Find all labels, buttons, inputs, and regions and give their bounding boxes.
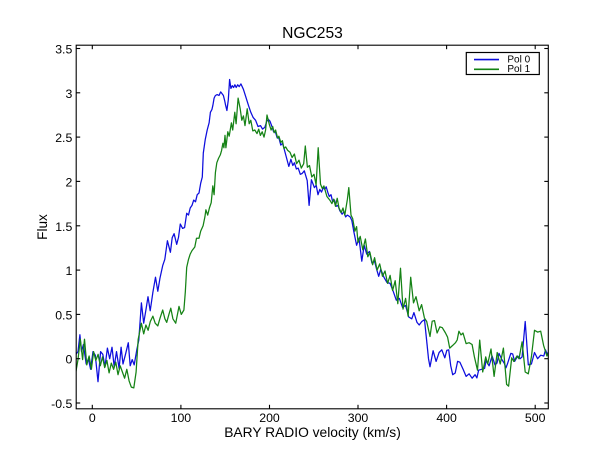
svg-text:3: 3 xyxy=(65,87,72,101)
svg-text:100: 100 xyxy=(171,411,192,425)
svg-text:Flux: Flux xyxy=(35,214,50,240)
svg-text:-0.5: -0.5 xyxy=(51,397,72,411)
svg-text:Pol 1: Pol 1 xyxy=(507,64,530,75)
svg-text:1: 1 xyxy=(65,264,72,278)
svg-text:3.5: 3.5 xyxy=(55,43,72,57)
svg-text:0.5: 0.5 xyxy=(55,308,72,322)
svg-text:BARY RADIO velocity (km/s): BARY RADIO velocity (km/s) xyxy=(224,425,401,440)
svg-text:1.5: 1.5 xyxy=(55,220,72,234)
svg-text:NGC253: NGC253 xyxy=(282,25,343,42)
svg-text:2.5: 2.5 xyxy=(55,131,72,145)
svg-text:200: 200 xyxy=(259,411,280,425)
svg-text:400: 400 xyxy=(436,411,457,425)
svg-text:500: 500 xyxy=(525,411,546,425)
svg-text:0: 0 xyxy=(65,353,72,367)
svg-text:0: 0 xyxy=(89,411,96,425)
svg-text:Pol 0: Pol 0 xyxy=(507,55,530,66)
svg-text:2: 2 xyxy=(65,175,72,189)
svg-text:300: 300 xyxy=(348,411,369,425)
